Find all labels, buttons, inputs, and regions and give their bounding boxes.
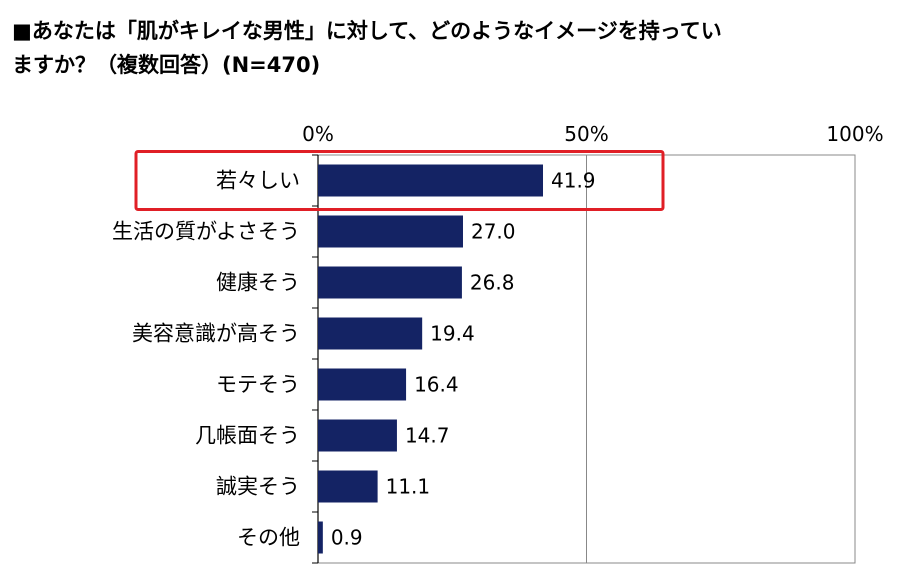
- category-label-2: 健康そう: [216, 271, 300, 295]
- category-label-6: 誠実そう: [216, 475, 300, 499]
- bar-4: [318, 368, 407, 401]
- bar-5: [318, 419, 397, 452]
- highlight-box: [134, 150, 665, 211]
- bar-2: [318, 266, 462, 299]
- value-label-0: 41.9: [551, 169, 596, 193]
- category-label-4: モテそう: [216, 373, 300, 397]
- x-tick-label-1: 50%: [564, 122, 608, 146]
- bar-3: [318, 317, 423, 350]
- value-label-7: 0.9: [331, 526, 363, 550]
- bar-6: [318, 470, 378, 503]
- value-label-3: 19.4: [430, 322, 475, 346]
- chart-title-line-2: ますか？（複数回答）(N=470): [12, 53, 321, 77]
- category-label-3: 美容意識が高そう: [132, 322, 300, 346]
- value-label-4: 16.4: [414, 373, 459, 397]
- bar-0: [318, 164, 544, 197]
- value-label-2: 26.8: [470, 271, 515, 295]
- bar-7: [318, 521, 323, 554]
- chart-title: ■あなたは「肌がキレイな男性」に対して、どのようなイメージを持ってい ますか？（…: [12, 14, 907, 82]
- value-label-6: 11.1: [386, 475, 431, 499]
- chart-title-line-1: ■あなたは「肌がキレイな男性」に対して、どのようなイメージを持ってい: [12, 19, 722, 43]
- value-label-1: 27.0: [471, 220, 516, 244]
- category-label-7: その他: [237, 526, 300, 550]
- value-label-5: 14.7: [405, 424, 450, 448]
- x-tick-label-2: 100%: [826, 122, 883, 146]
- category-label-5: 几帳面そう: [195, 424, 300, 448]
- category-label-1: 生活の質がよさそう: [112, 220, 300, 244]
- bar-1: [318, 215, 463, 248]
- x-tick-label-0: 0%: [302, 122, 334, 146]
- category-label-0: 若々しい: [216, 169, 300, 193]
